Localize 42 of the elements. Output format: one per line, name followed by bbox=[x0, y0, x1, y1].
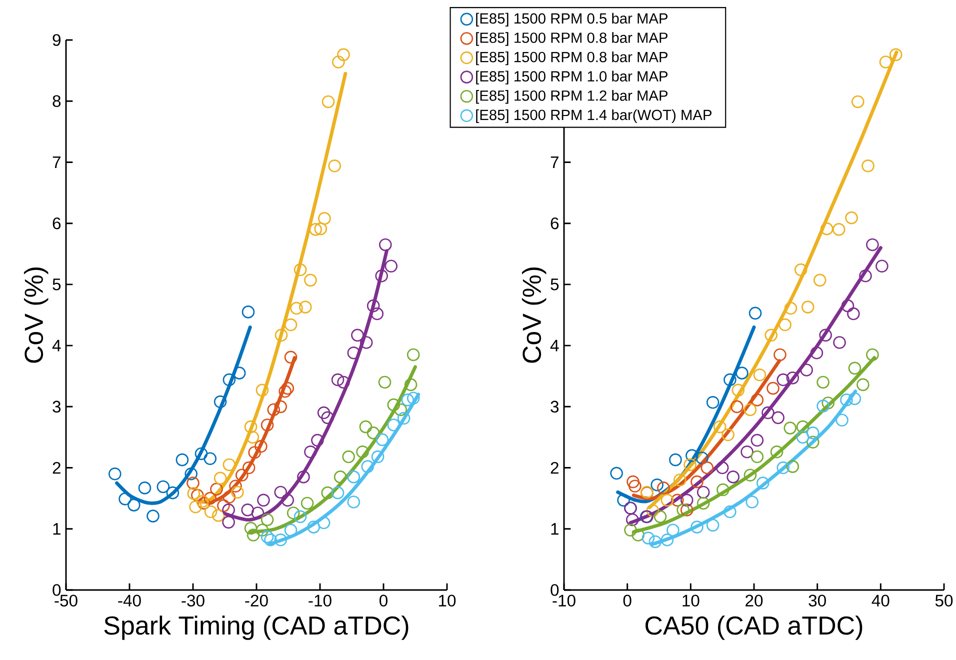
y-tick-label: 5 bbox=[550, 278, 559, 290]
x-axis-title: CA50 (CAD aTDC) bbox=[646, 616, 862, 640]
y-tick-label: 9 bbox=[52, 34, 61, 46]
x-tick-label: -40 bbox=[118, 594, 141, 607]
x-tick-label: -50 bbox=[54, 594, 78, 607]
y-tick-label: 2 bbox=[52, 462, 60, 474]
y-tick-label: 4 bbox=[550, 340, 559, 352]
y-tick-label: 1 bbox=[551, 523, 558, 535]
legend-label: [E85] 1500 RPM 1.0 bar MAP bbox=[476, 70, 668, 84]
y-tick-label: 3 bbox=[550, 400, 559, 413]
legend-label: [E85] 1500 RPM 0.8 bar MAP bbox=[476, 51, 668, 66]
y-tick-label: 5 bbox=[52, 278, 61, 290]
y-tick-label: 1 bbox=[53, 523, 60, 535]
x-axis-title: Spark Timing (CAD aTDC) bbox=[104, 616, 408, 640]
y-tick-label: 4 bbox=[52, 340, 61, 352]
x-tick-label: -20 bbox=[245, 594, 268, 607]
y-tick-label: 6 bbox=[550, 217, 559, 230]
legend-label: [E85] 1500 RPM 1.4 bar(WOT) MAP bbox=[476, 109, 712, 123]
x-tick-label: 10 bbox=[439, 594, 456, 607]
y-axis-title: CoV (%) bbox=[522, 268, 546, 363]
x-tick-label: 40 bbox=[872, 594, 890, 607]
y-axis-title: CoV (%) bbox=[24, 268, 48, 363]
x-tick-label: 30 bbox=[808, 594, 826, 607]
x-tick-label: 0 bbox=[623, 594, 632, 607]
y-tick-label: 3 bbox=[52, 400, 61, 413]
x-tick-label: 0 bbox=[380, 594, 388, 607]
x-tick-label: 10 bbox=[682, 594, 700, 607]
y-tick-label: 8 bbox=[52, 95, 61, 108]
legend-label: [E85] 1500 RPM 0.8 bar MAP bbox=[476, 32, 668, 46]
y-tick-label: 0 bbox=[550, 584, 559, 596]
x-tick-label: 20 bbox=[746, 594, 763, 607]
y-tick-label: 6 bbox=[52, 217, 61, 230]
x-tick-label: -10 bbox=[308, 594, 332, 607]
x-tick-label: -10 bbox=[552, 594, 576, 607]
y-tick-label: 0 bbox=[52, 584, 61, 596]
x-tick-label: 50 bbox=[935, 594, 953, 607]
legend-label: [E85] 1500 RPM 1.2 bar MAP bbox=[476, 90, 668, 104]
y-tick-label: 7 bbox=[52, 156, 60, 168]
y-tick-label: 2 bbox=[550, 462, 558, 474]
legend-label: [E85] 1500 RPM 0.5 bar MAP bbox=[476, 12, 668, 27]
x-tick-label: -30 bbox=[182, 594, 204, 607]
y-tick-label: 7 bbox=[550, 156, 558, 168]
